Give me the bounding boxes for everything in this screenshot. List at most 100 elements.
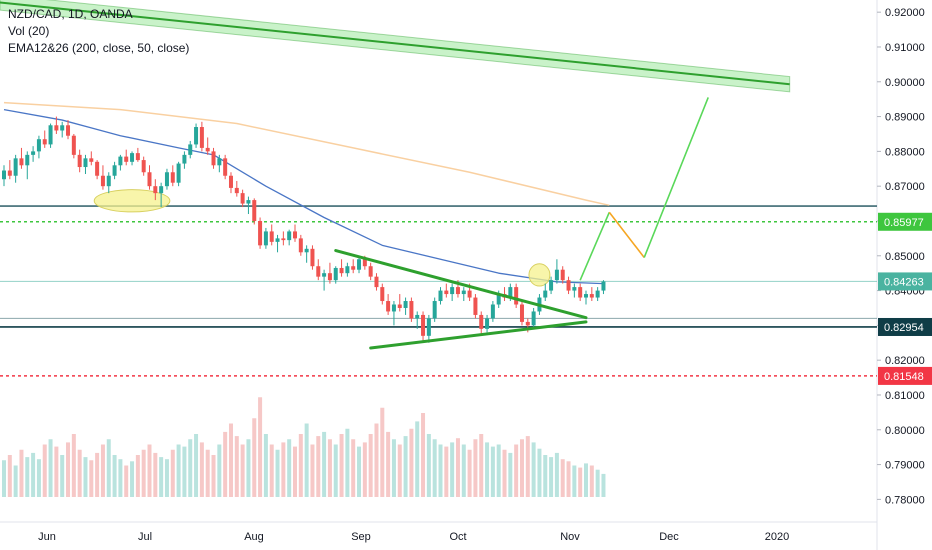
volume-bar [246,439,251,497]
price-tick-label: 0.82000 [885,355,925,367]
horizontal-levels[interactable] [0,205,877,377]
price-tick-label: 0.91000 [885,42,925,54]
candle-body [71,135,76,155]
volume-bar [578,467,583,497]
volume-bar [572,465,577,497]
volume-bar [252,418,257,497]
volume-bar [514,444,519,497]
candle-body [298,238,303,253]
candle-body [234,187,239,194]
candle-body [2,170,6,180]
price-axis[interactable]: 0.92000 0.91000 0.90000 0.89000 0.88000 0.870… [877,7,925,506]
volume-bar [304,423,309,497]
time-axis[interactable]: Jun Jul Aug Sep Oct Nov Dec 2020 [38,531,789,543]
volume-bar [327,439,332,497]
volume-bar [211,455,216,497]
volume-bar [205,449,210,497]
volume-bar [269,444,274,497]
candle-body [135,153,140,161]
volume-bar [316,436,321,497]
volume-bar [147,444,152,497]
volume-bar [502,449,507,497]
time-label: Jul [138,531,152,543]
volume-bar [479,434,484,497]
volume-bar [217,444,222,497]
time-label: 2020 [765,531,789,543]
candle-body [589,294,594,298]
volume-bar [100,444,105,497]
volume-bars [2,397,606,497]
volume-bar [31,452,36,497]
volume-bar [275,449,280,497]
triangle-lower-line [369,320,588,350]
candle-body [374,276,379,288]
legend: NZD/CAD, 1D, OANDA Vol (20) EMA12&26 (20… [8,6,189,57]
candle-body [514,287,519,305]
candle-body [339,267,344,274]
volume-bar [391,439,396,497]
highlight-ellipses[interactable] [93,189,551,287]
volume-bar [601,473,606,497]
candle-body [269,231,274,242]
time-label: Oct [449,531,466,543]
volume-bar [531,442,536,497]
volume-bar [362,442,367,497]
candle-body [89,158,94,162]
candle-body [60,125,65,131]
volume-bar [135,455,140,497]
candle-body [316,266,321,277]
candle-body [7,170,12,176]
candle-body [572,287,577,291]
volume-bar [519,439,524,497]
candle-body [252,200,257,221]
time-label: Sep [351,531,371,543]
candle-body [141,160,146,173]
candle-body [357,259,362,270]
candle-body [560,269,565,281]
volume-bar [380,407,385,497]
candle-body [83,158,88,168]
volume-bar [19,449,24,497]
candle-body [19,158,24,166]
volume-bar [223,431,228,497]
candle-body [601,281,606,291]
candle-body [42,139,47,145]
volume-bar [141,449,146,497]
volume-bar [159,457,164,497]
projection-path[interactable] [579,97,709,281]
volume-bar [164,459,169,497]
volume-bar [234,436,239,497]
volume-bar [508,452,513,497]
volume-bar [83,457,88,497]
candle-body [124,156,129,162]
candle-body [479,314,484,329]
candle-body [333,267,338,281]
projection-segment [608,211,645,259]
volume-bar [374,423,379,497]
volume-bar [71,434,76,497]
price-tag-label: 0.82954 [884,322,924,334]
candle-body [153,186,158,194]
triangle-pattern[interactable] [334,249,588,350]
descending-channel[interactable] [0,0,791,93]
volume-bar [560,459,565,497]
volume-bar [176,444,181,497]
volume-bar [496,444,501,497]
price-tick-label: 0.89000 [885,112,925,124]
legend-ema[interactable]: EMA12&26 (200, close, 50, close) [8,41,190,55]
candle-body [118,156,123,166]
price-tag-box [878,366,932,385]
candle-body [199,127,204,148]
candle-body [304,248,309,253]
candle-body [130,153,135,162]
legend-symbol[interactable]: NZD/CAD, 1D, OANDA [8,7,133,21]
volume-bar [42,444,47,497]
price-tick-label: 0.85000 [885,251,925,263]
price-tick-label: 0.80000 [885,425,925,437]
legend-volume[interactable]: Vol (20) [8,24,50,38]
volume-bar [240,444,245,497]
volume-bar [490,446,495,497]
candle-body [112,165,117,176]
